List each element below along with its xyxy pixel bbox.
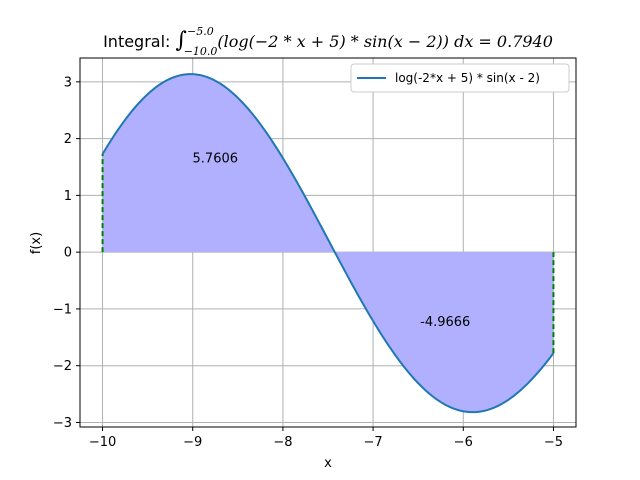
function-curve — [101, 73, 555, 414]
y-tick-label: 3 — [64, 75, 72, 90]
title-prefix: Integral: — [103, 32, 175, 51]
fill-layer — [102, 74, 554, 413]
title-upper-limit: −5.0 — [187, 25, 214, 38]
y-tick-label: −1 — [53, 302, 72, 317]
y-tick-label: 0 — [64, 246, 72, 261]
x-tick-label: −10 — [89, 435, 116, 450]
bounds-layer — [101, 154, 555, 354]
x-tick-label: −6 — [454, 435, 473, 450]
y-tick-label: 1 — [64, 189, 72, 204]
y-ticks: −3 −2 −1 0 1 2 3 — [53, 75, 80, 431]
x-axis-label: x — [324, 456, 332, 471]
chart-title: Integral: ∫−5.0 −10.0(log(−2 * x + 5) * s… — [103, 25, 553, 58]
y-tick-label: −3 — [53, 416, 72, 431]
area-label-layer: 5.7606 -4.9666 — [193, 151, 471, 329]
x-tick-label: −5 — [544, 435, 563, 450]
integral-sign: ∫ — [176, 28, 188, 53]
title-integrand: (log(−2 * x + 5) * sin(x − 2)) dx = 0.79… — [217, 32, 552, 51]
x-tick-label: −7 — [364, 435, 383, 450]
title-lower-limit: −10.0 — [184, 45, 218, 58]
plot-frame — [79, 57, 577, 428]
x-ticks: −10 −9 −8 −7 −6 −5 — [89, 427, 563, 450]
legend-label: log(-2*x + 5) * sin(x - 2) — [395, 71, 540, 85]
y-axis-label: f(x) — [29, 232, 44, 254]
y-tick-label: −2 — [53, 359, 72, 374]
x-tick-label: −9 — [183, 435, 202, 450]
line-layer — [101, 73, 555, 414]
integral-area — [102, 74, 554, 413]
positive-area-label: 5.7606 — [193, 151, 239, 166]
legend: log(-2*x + 5) * sin(x - 2) — [350, 63, 570, 93]
y-tick-label: 2 — [64, 132, 72, 147]
x-tick-label: −8 — [273, 435, 292, 450]
legend-box — [350, 63, 570, 93]
negative-area-label: -4.9666 — [420, 315, 470, 330]
